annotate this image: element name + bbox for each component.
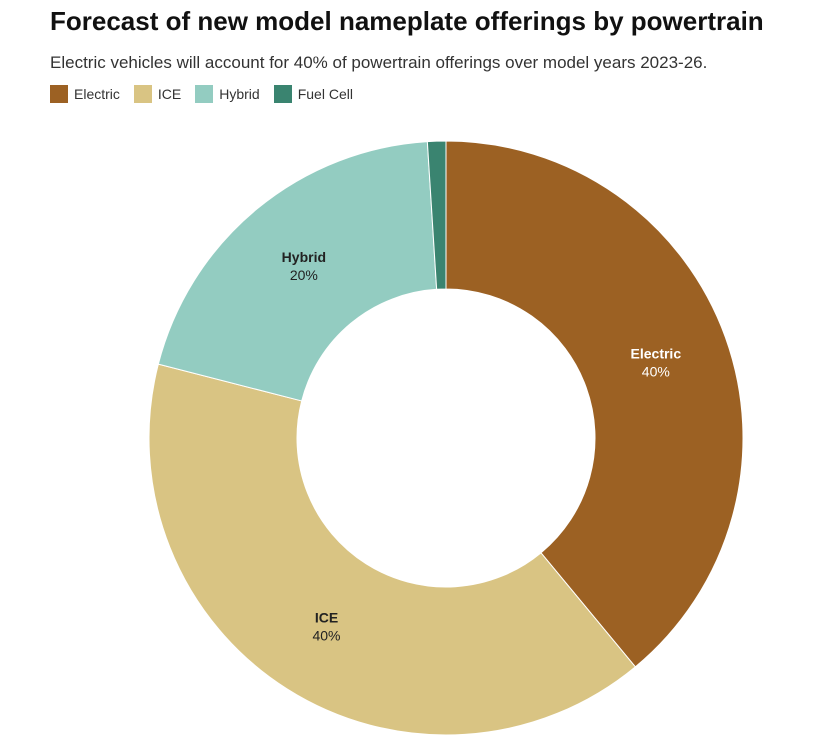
legend-item-electric[interactable]: Electric — [50, 85, 120, 103]
legend-swatch-ice — [133, 85, 152, 103]
slice-label-value-ice: 40% — [312, 627, 340, 643]
chart-title: Forecast of new model nameplate offering… — [50, 6, 764, 36]
legend-swatch-electric — [50, 85, 68, 103]
slice-ice[interactable] — [148, 363, 637, 736]
slice-label-value-electric: 40% — [642, 363, 670, 379]
donut-labels: Electric 40% ICE 40% Hybrid 20% — [282, 249, 682, 643]
legend-swatch-fuel-cell — [273, 85, 292, 103]
legend-item-fuel-cell[interactable]: Fuel Cell — [273, 85, 353, 103]
slice-label-value-hybrid: 20% — [290, 267, 318, 283]
slice-label-name-electric: Electric — [631, 345, 682, 361]
legend-label-ice: ICE — [157, 86, 182, 102]
chart-subtitle: Electric vehicles will account for 40% o… — [50, 53, 708, 72]
legend-item-ice[interactable]: ICE — [133, 85, 182, 103]
legend-label-electric: Electric — [74, 86, 120, 102]
legend-item-hybrid[interactable]: Hybrid — [195, 85, 260, 103]
legend: Electric ICE Hybrid Fuel Cell — [50, 85, 367, 103]
legend-label-hybrid: Hybrid — [219, 86, 260, 102]
slice-label-name-hybrid: Hybrid — [282, 249, 326, 265]
legend-swatch-hybrid — [195, 85, 214, 103]
slice-electric[interactable] — [445, 140, 744, 668]
slice-label-name-ice: ICE — [315, 609, 338, 625]
legend-label-fuel-cell: Fuel Cell — [297, 86, 353, 102]
slice-hybrid[interactable] — [157, 141, 438, 402]
donut-slices — [148, 140, 744, 736]
slice-fuel-cell[interactable] — [426, 140, 447, 290]
